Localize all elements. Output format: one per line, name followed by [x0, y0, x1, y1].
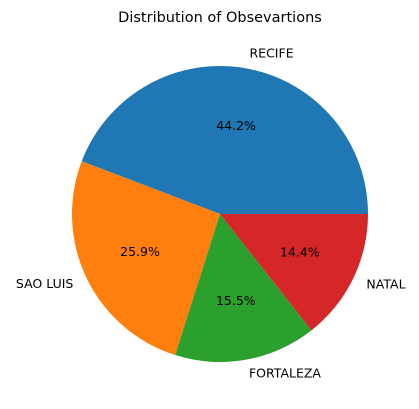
- pie-slice-natal: [220, 214, 368, 331]
- pct-label-natal: 14.4%: [280, 244, 320, 259]
- pie-slices: [71, 66, 369, 362]
- pie-labels: RECIFE 44.2% SAO LUIS 25.9% FORTALEZA 15.5% NA…: [16, 45, 406, 380]
- pie-slice-recife: [81, 66, 369, 215]
- slice-label-recife: RECIFE: [250, 45, 294, 60]
- slice-label-fortaleza: FORTALEZA: [249, 366, 321, 381]
- pie-slice-fortaleza: [175, 214, 312, 362]
- pct-label-sao-luis: 25.9%: [120, 244, 160, 259]
- slice-label-natal: NATAL: [366, 277, 405, 292]
- slice-label-sao-luis: SAO LUIS: [16, 276, 73, 291]
- pie-slice-sao-luis: [71, 161, 221, 356]
- pct-label-fortaleza: 15.5%: [216, 293, 256, 308]
- chart-title: Distribution of Obsevartions: [118, 10, 322, 26]
- pct-label-recife: 44.2%: [216, 118, 256, 133]
